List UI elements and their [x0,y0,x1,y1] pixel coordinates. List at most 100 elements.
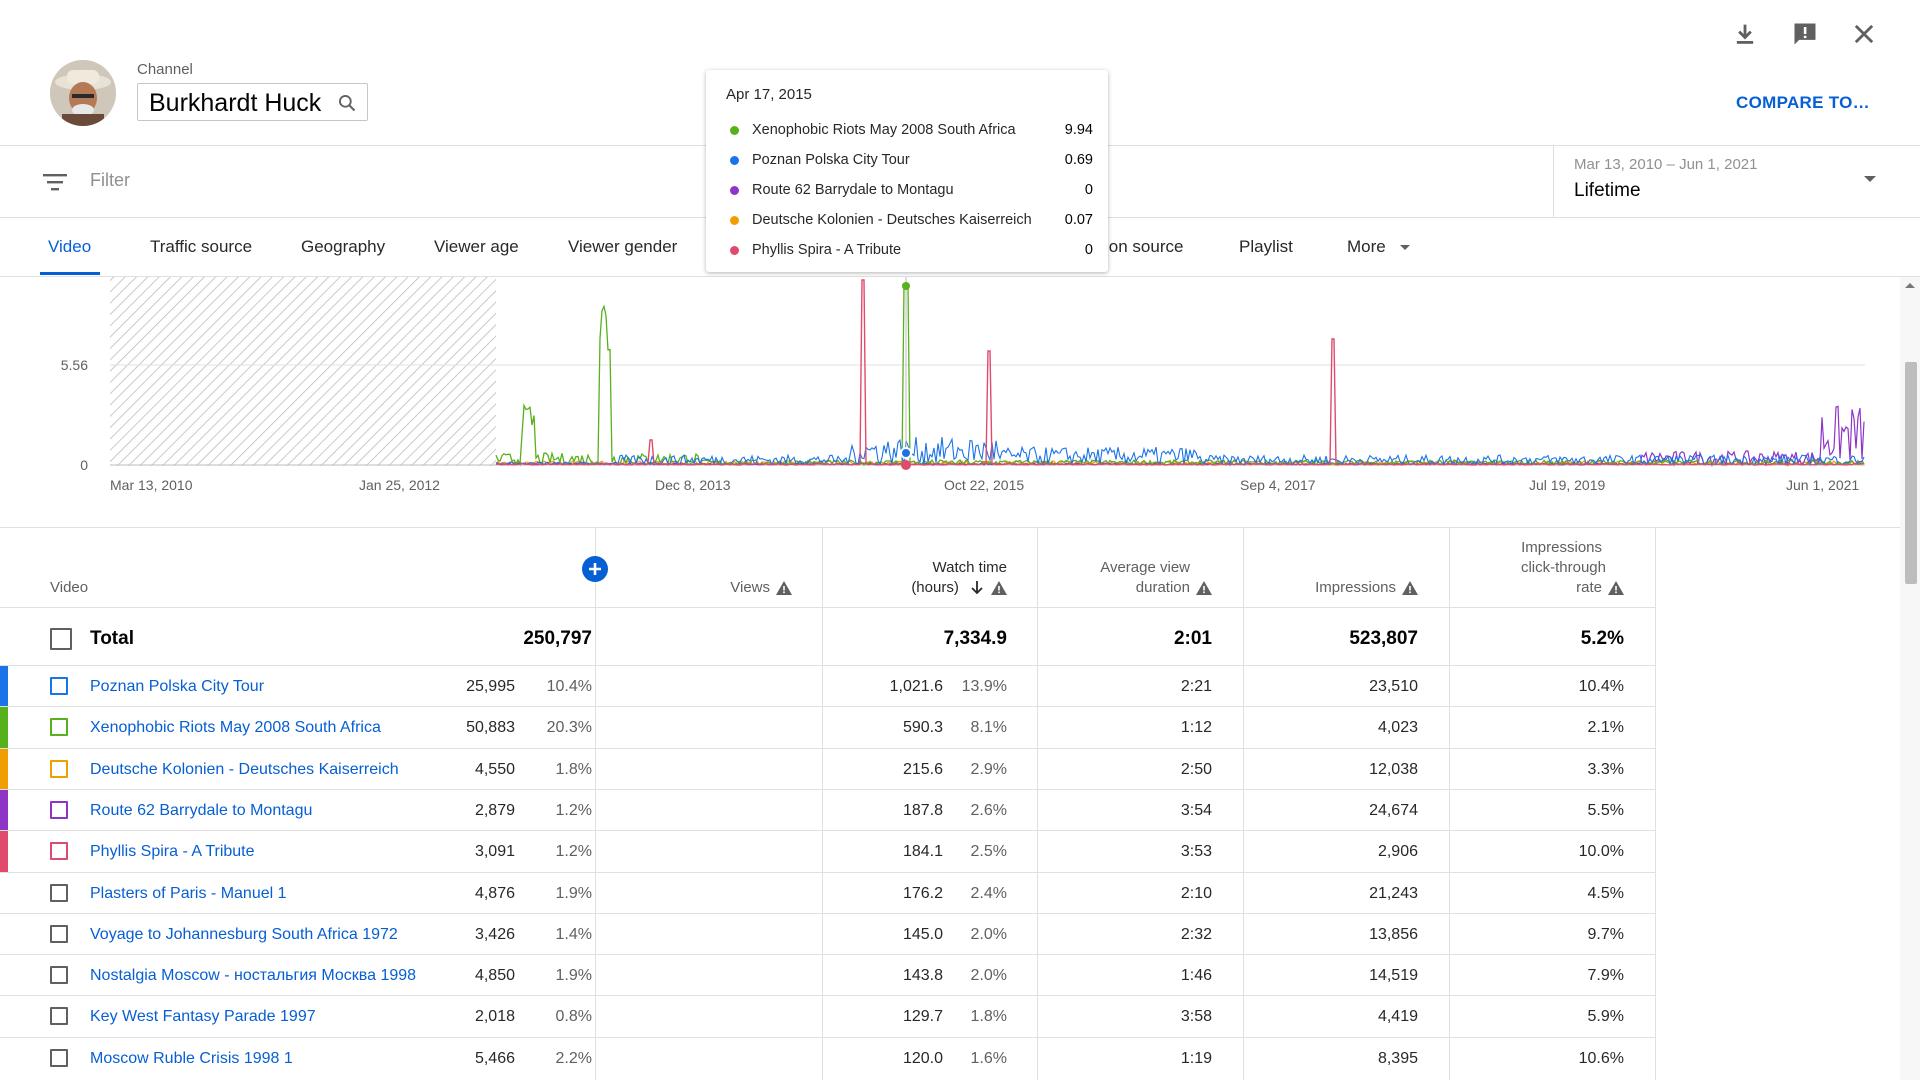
sort-descending-arrow-icon [971,581,983,595]
table-row[interactable]: Xenophobic Riots May 2008 South Africa 50… [0,706,1655,749]
tooltip-row: Xenophobic Riots May 2008 South Africa 9… [726,121,1093,141]
channel-avatar[interactable] [50,60,116,126]
column-divider [1655,528,1656,1080]
table-row[interactable]: Poznan Polska City Tour 25,995 10.4% 1,021.… [0,665,1655,707]
impressions-value: 2,906 [1377,843,1418,861]
watch-time-value: 129.7 [902,1008,943,1026]
video-title-link[interactable]: Xenophobic Riots May 2008 South Africa [90,719,381,737]
table-row[interactable]: Nostalgia Moscow - ностальгия Москва 199… [0,954,1655,996]
row-checkbox[interactable] [50,966,68,985]
table-row[interactable]: Key West Fantasy Parade 1997 2,018 0.8% 129… [0,995,1655,1037]
total-impressions: 523,807 [1349,628,1418,649]
date-range-dates: Mar 13, 2010 – Jun 1, 2021 [1574,156,1758,173]
scrollbar[interactable] [1900,277,1920,1080]
video-title-link[interactable]: Key West Fantasy Parade 1997 [90,1008,316,1026]
tab-viewer-gender[interactable]: Viewer gender [568,237,678,256]
header-views[interactable]: Views [600,578,792,598]
scrollbar-thumb[interactable] [1905,362,1917,584]
video-title-link[interactable]: Nostalgia Moscow - ностальгия Москва 199… [90,967,417,985]
header-impressions-ctr[interactable]: Impressions click-through rate [1454,538,1624,598]
row-checkbox[interactable] [50,842,68,861]
ctr-value: 9.7% [1587,925,1624,943]
compare-to-button[interactable]: COMPARE TO… [1736,93,1870,112]
download-icon[interactable] [1731,20,1759,48]
tab-playlist[interactable]: Playlist [1239,237,1293,256]
row-checkbox[interactable] [50,759,68,778]
table-row[interactable]: Route 62 Barrydale to Montagu 2,879 1.2% 18… [0,788,1655,831]
video-title-link[interactable]: Plasters of Paris - Manuel 1 [90,884,287,902]
x-tick-label: Dec 8, 2013 [655,477,731,493]
views-percent: 1.2% [555,843,592,861]
line-chart[interactable]: 5.56 0 Mar 13, 2010 Jan 25, 2012 Dec 8, … [0,277,1900,527]
ctr-value: 5.5% [1587,801,1624,819]
chart-tooltip: Apr 17, 2015 Xenophobic Riots May 2008 S… [706,70,1108,272]
watch-time-value: 120.0 [902,1049,943,1067]
video-title-link[interactable]: Voyage to Johannesburg South Africa 1972 [90,925,398,943]
video-title-link[interactable]: Poznan Polska City Tour [90,678,265,695]
views-percent: 1.8% [555,760,592,778]
row-checkbox[interactable] [50,677,68,695]
watch-time-percent: 8.1% [970,719,1007,737]
y-tick-label: 0 [80,457,88,473]
series-dot-icon [730,186,739,195]
row-checkbox[interactable] [50,800,68,819]
table-row[interactable]: Plasters of Paris - Manuel 1 4,876 1.9% 176… [0,871,1655,914]
date-range-selector[interactable]: Mar 13, 2010 – Jun 1, 2021 Lifetime [1553,146,1920,217]
table-row[interactable]: Deutsche Kolonien - Deutsches Kaiserreic… [0,747,1655,790]
row-checkbox[interactable] [50,883,68,902]
video-title-link[interactable]: Route 62 Barrydale to Montagu [90,801,313,819]
series-color-stripe [0,831,8,873]
series-color-stripe [0,789,8,831]
impressions-value: 12,038 [1369,760,1418,778]
tooltip-date: Apr 17, 2015 [726,86,812,103]
row-checkbox[interactable] [50,718,68,737]
filter-input[interactable]: Filter [90,170,130,190]
row-checkbox[interactable] [50,924,68,943]
views-percent: 1.2% [555,801,592,819]
total-row: Total 250,797 7,334.9 2:01 523,807 5.2% [0,607,1655,666]
search-icon[interactable] [337,93,357,113]
header-impressions[interactable]: Impressions [1248,578,1418,598]
watch-time-value: 1,021.6 [889,678,943,695]
video-title-link[interactable]: Phyllis Spira - A Tribute [90,843,255,861]
tab-viewer-age[interactable]: Viewer age [434,237,519,256]
header-watch-time[interactable]: Watch time (hours) [827,558,1007,598]
ctr-value: 10.4% [1578,678,1624,695]
tab-subscription-source[interactable]: ion source [1105,237,1184,256]
watch-time-value: 187.8 [902,801,943,819]
tab-video[interactable]: Video [48,237,92,256]
video-title-link[interactable]: Deutsche Kolonien - Deutsches Kaiserreic… [90,760,399,778]
row-checkbox[interactable] [50,1048,68,1067]
views-percent: 1.9% [555,967,592,985]
total-label: Total [90,628,134,649]
tab-traffic-source[interactable]: Traffic source [150,237,253,256]
x-tick-label: Oct 22, 2015 [944,477,1024,493]
channel-selector[interactable]: Burkhardt Huck [137,83,368,121]
video-title-link[interactable]: Moscow Ruble Crisis 1998 1 [90,1049,293,1067]
tab-more[interactable]: More [1347,237,1411,257]
chart-area[interactable]: 5.56 0 Mar 13, 2010 Jan 25, 2012 Dec 8, … [0,277,1920,528]
tab-geography[interactable]: Geography [301,237,386,256]
table-row[interactable]: Phyllis Spira - A Tribute 3,091 1.2% 184.1 2… [0,830,1655,873]
tooltip-series-name: Poznan Polska City Tour [752,152,910,168]
total-checkbox[interactable] [50,628,72,650]
feedback-icon[interactable] [1791,20,1819,48]
tab-more-label: More [1347,237,1386,256]
avg-duration-value: 2:10 [1180,884,1212,902]
total-ctr: 5.2% [1580,628,1624,649]
x-tick-label: Mar 13, 2010 [110,477,193,493]
views-value: 3,091 [474,843,515,861]
close-icon[interactable] [1850,20,1878,48]
series-dot-icon [730,246,739,255]
row-checkbox[interactable] [50,1007,68,1026]
header-average-view-duration[interactable]: Average view duration [1042,558,1212,598]
table-row[interactable]: Voyage to Johannesburg South Africa 1972… [0,912,1655,955]
avg-duration-value: 2:32 [1180,925,1212,943]
avg-duration-value: 1:12 [1180,719,1212,737]
column-divider [595,528,596,1080]
scroll-up-arrow-icon[interactable] [1905,283,1915,288]
filter-icon[interactable] [43,172,67,192]
header-video[interactable]: Video [50,579,89,596]
add-column-button[interactable] [582,556,608,582]
table-row[interactable]: Moscow Ruble Crisis 1998 1 5,466 2.2% 120.0… [0,1036,1655,1079]
